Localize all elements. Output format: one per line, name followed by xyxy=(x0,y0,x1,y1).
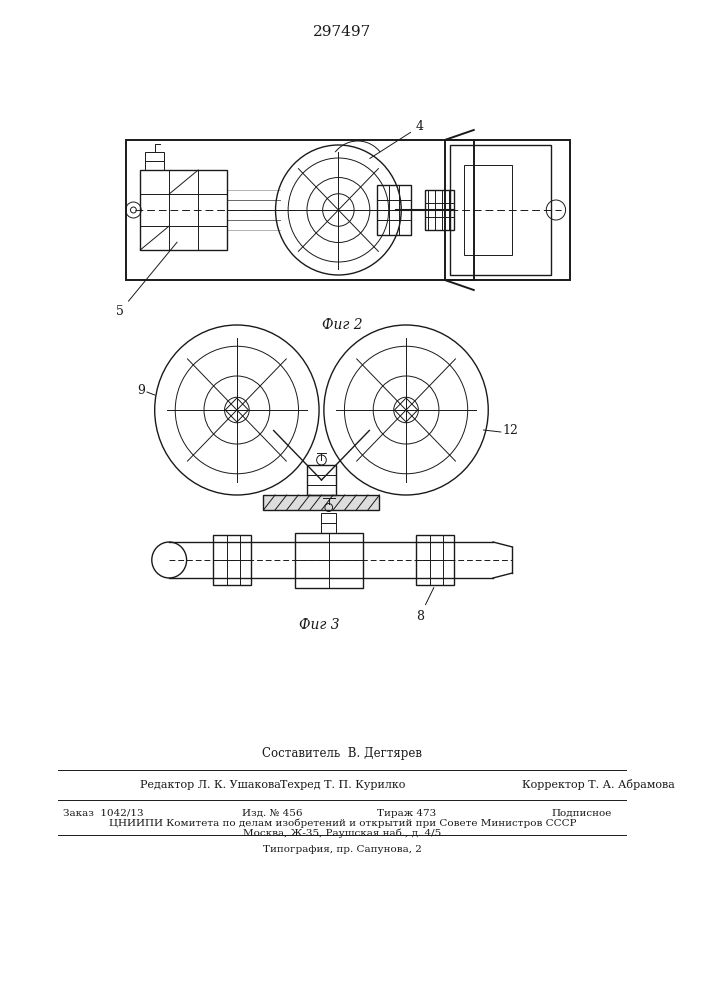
Text: Подписное: Подписное xyxy=(551,808,612,818)
Text: Составитель  В. Дегтярев: Составитель В. Дегтярев xyxy=(262,746,422,760)
Text: Редактор Л. К. Ушакова: Редактор Л. К. Ушакова xyxy=(140,780,281,790)
Text: Техред Т. П. Курилко: Техред Т. П. Курилко xyxy=(279,780,405,790)
Text: Тираж 473: Тираж 473 xyxy=(377,808,436,818)
Bar xyxy=(145,152,164,170)
Text: 297497: 297497 xyxy=(313,25,371,39)
Bar xyxy=(140,170,227,250)
Bar xyxy=(426,190,455,230)
Bar xyxy=(450,145,551,275)
Text: 9: 9 xyxy=(137,383,145,396)
Text: Заказ  1042/13: Заказ 1042/13 xyxy=(63,808,144,818)
Bar xyxy=(464,165,513,255)
Bar xyxy=(126,140,474,280)
Bar xyxy=(445,140,571,280)
Text: Корректор Т. А. Абрамова: Корректор Т. А. Абрамова xyxy=(522,780,675,790)
Text: 8: 8 xyxy=(416,587,434,623)
Bar xyxy=(307,465,336,495)
Bar xyxy=(321,512,337,532)
Text: 4: 4 xyxy=(370,120,423,159)
Text: Типография, пр. Сапунова, 2: Типография, пр. Сапунова, 2 xyxy=(263,846,421,854)
Text: Фиг 2: Фиг 2 xyxy=(322,318,363,332)
Bar xyxy=(377,185,411,235)
Bar xyxy=(213,535,252,585)
Text: 5: 5 xyxy=(116,242,177,318)
Bar xyxy=(264,495,380,510)
Text: Фиг 3: Фиг 3 xyxy=(299,618,339,632)
Text: Изд. № 456: Изд. № 456 xyxy=(242,808,302,818)
Bar xyxy=(416,535,455,585)
Text: Москва, Ж-35, Раушская наб., д. 4/5: Москва, Ж-35, Раушская наб., д. 4/5 xyxy=(243,828,441,838)
Text: 12: 12 xyxy=(503,424,519,436)
Text: ЦНИИПИ Комитета по делам изобретений и открытий при Совете Министров СССР: ЦНИИПИ Комитета по делам изобретений и о… xyxy=(108,818,576,828)
Bar xyxy=(295,532,363,587)
